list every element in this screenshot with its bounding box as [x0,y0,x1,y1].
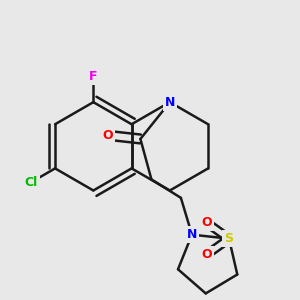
Text: O: O [201,216,212,229]
Text: F: F [89,70,98,83]
Text: N: N [165,96,175,109]
Text: S: S [224,232,233,245]
Text: O: O [102,129,112,142]
Text: O: O [201,248,212,261]
Text: N: N [187,228,197,241]
Text: Cl: Cl [25,176,38,189]
